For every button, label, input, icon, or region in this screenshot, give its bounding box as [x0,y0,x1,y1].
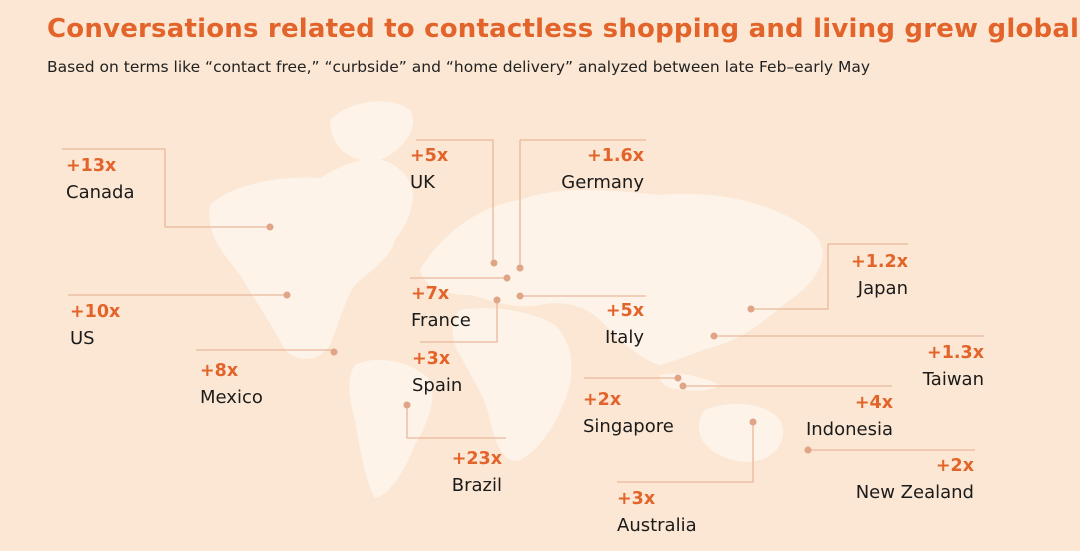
leader-line-france-2 [420,300,498,343]
country-label: UK [410,171,435,193]
callout-taiwan: +1.3x Taiwan [922,343,984,390]
country-label: Mexico [200,386,263,408]
country-label: Italy [604,326,644,348]
growth-value: +13x [66,156,117,176]
location-dot-singapore [674,374,682,382]
growth-value: +1.2x [851,252,908,272]
leader-lines [62,139,984,483]
country-label: Germany [561,171,644,193]
africa-shape [452,308,572,461]
growth-value: +8x [200,361,239,381]
growth-value: +1.6x [587,146,644,166]
north-america-shape [209,158,413,360]
country-label: Canada [66,181,135,203]
growth-value: +4x [854,393,893,413]
page-title: Conversations related to contactless sho… [47,14,1080,44]
location-dot-taiwan [710,332,718,340]
callout-france: +7x France [411,284,471,331]
country-label: New Zealand [855,481,974,503]
greenland-shape [330,101,414,161]
callout-spain: +3x Spain [412,349,463,396]
callout-australia: +3x Australia [617,489,697,536]
growth-value: +5x [605,301,644,321]
leader-line-canada [62,148,270,228]
growth-value: +2x [935,456,974,476]
continent-shapes [209,101,823,498]
location-dot-spain [493,296,501,304]
south-america-shape [349,359,433,498]
country-label: Taiwan [922,368,984,390]
location-dot-germany [516,264,524,272]
location-dot-new-zealand [804,446,812,454]
location-dot-australia [749,418,757,426]
location-dot-france [503,274,511,282]
eurasia-shape [420,190,823,365]
growth-value: +5x [410,146,449,166]
country-label: Indonesia [805,418,893,440]
callout-indonesia: +4x Indonesia [805,393,893,440]
callout-singapore: +2x Singapore [583,390,674,437]
location-dot-brazil [403,401,411,409]
callout-italy: +5x Italy [604,301,644,348]
southeast-asia-shape [659,373,720,391]
growth-value: +2x [583,390,622,410]
location-dot-us [283,291,291,299]
callout-mexico: +8x Mexico [200,361,263,408]
country-label: US [70,327,95,349]
location-dot-japan [747,305,755,313]
country-label: Japan [857,277,908,299]
australia-shape [698,404,784,462]
country-label: France [411,309,471,331]
country-label: Australia [617,514,697,536]
callout-canada: +13x Canada [66,156,135,203]
callout-us: +10x US [70,302,121,349]
callout-japan: +1.2x Japan [851,252,908,299]
leader-line-uk [416,139,494,263]
location-dot-mexico [330,348,338,356]
location-dot-italy [516,292,524,300]
growth-value: +23x [451,449,502,469]
callout-new-zealand: +2x New Zealand [855,456,974,503]
location-dot-uk [490,259,498,267]
location-dot-indonesia [679,382,687,390]
location-dots [266,223,812,454]
callout-uk: +5x UK [410,146,449,193]
callout-germany: +1.6x Germany [561,146,644,193]
callout-brazil: +23x Brazil [451,449,502,496]
growth-value: +3x [412,349,451,369]
leader-line-australia [617,422,754,483]
growth-value: +7x [411,284,450,304]
growth-value: +1.3x [927,343,984,363]
leader-line-brazil [406,405,506,439]
country-label: Brazil [451,474,502,496]
page-subtitle: Based on terms like “contact free,” “cur… [47,58,871,76]
country-label: Spain [412,374,463,396]
growth-value: +3x [617,489,656,509]
leader-line-japan-2 [751,244,829,310]
location-dot-canada [266,223,274,231]
growth-value: +10x [70,302,121,322]
country-label: Singapore [583,415,674,437]
